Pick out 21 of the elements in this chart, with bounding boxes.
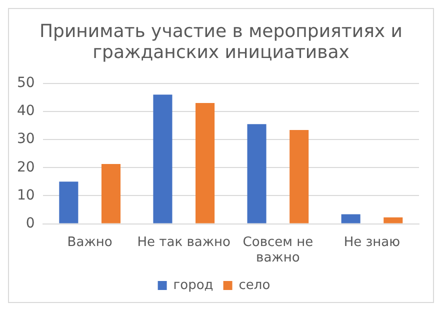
bar xyxy=(196,103,215,224)
y-tick-label: 50 xyxy=(16,75,35,92)
bar xyxy=(247,124,266,224)
y-tick-label: 40 xyxy=(16,103,35,120)
bar xyxy=(101,164,121,224)
legend-label: город xyxy=(173,278,214,293)
x-tick-label: Не так важно xyxy=(137,234,231,250)
bar xyxy=(341,214,360,224)
bar xyxy=(59,182,78,224)
x-tick-label: Важно xyxy=(67,234,112,250)
y-tick-label: 30 xyxy=(16,131,35,148)
bar xyxy=(384,217,403,224)
bar xyxy=(290,130,309,224)
chart-title: Принимать участие в мероприятиях и гражданских инициативах xyxy=(38,20,404,65)
bar xyxy=(153,94,172,224)
y-tick-label: 0 xyxy=(26,215,35,232)
y-tick-label: 20 xyxy=(16,159,35,176)
x-tick-label: Совсем не важно xyxy=(242,234,314,266)
y-tick-label: 10 xyxy=(16,187,35,204)
legend-label: село xyxy=(238,278,270,293)
x-tick-label: Не знаю xyxy=(344,234,400,250)
